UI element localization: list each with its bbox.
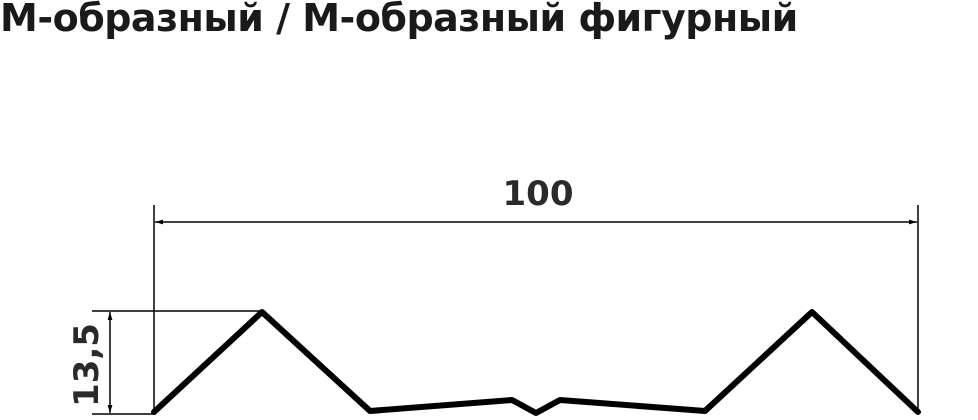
width-label: 100	[503, 174, 574, 214]
diagram-title: М-образный / М-образный фигурный	[0, 0, 798, 40]
height-label: 13,5	[67, 323, 107, 407]
m-profile-outline	[151, 309, 921, 416]
